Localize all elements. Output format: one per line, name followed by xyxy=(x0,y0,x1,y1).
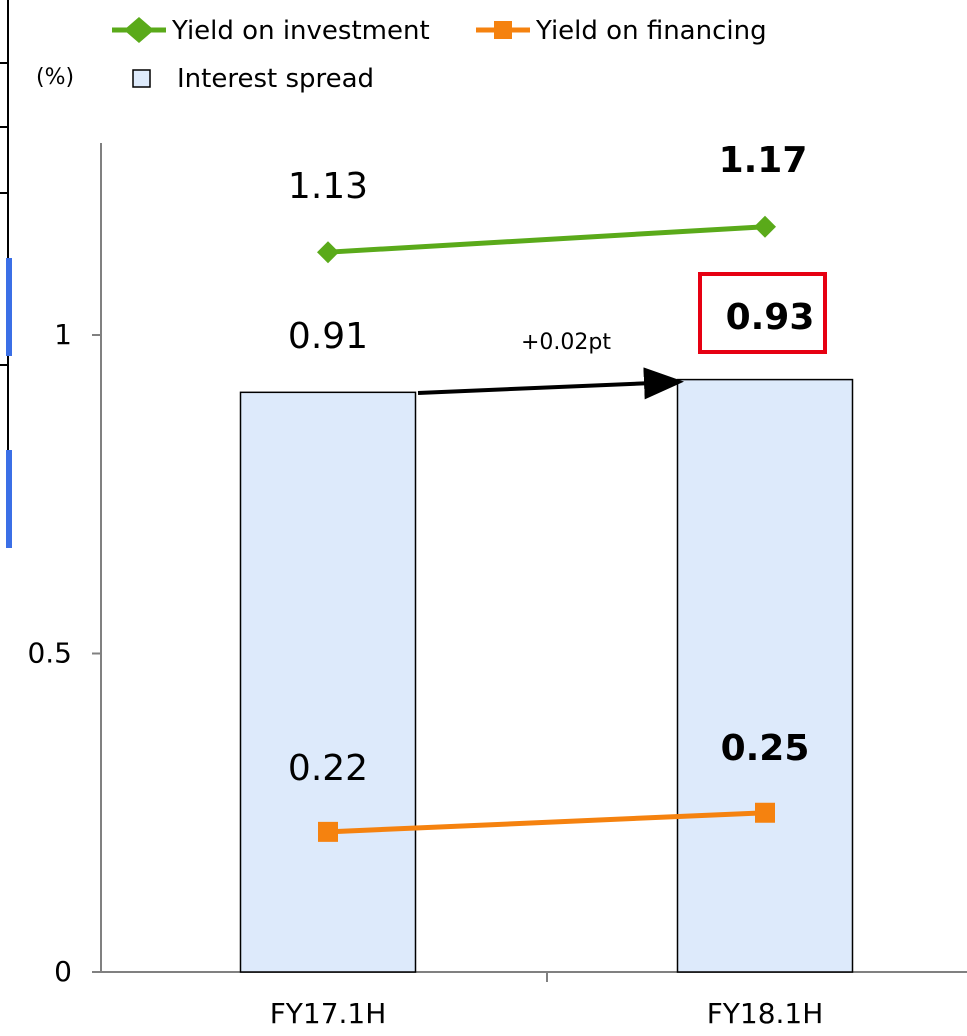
change-label: +0.02pt xyxy=(521,330,611,355)
legend: Yield on investment Yield on financing I… xyxy=(36,16,767,94)
y-tick-label: 0.5 xyxy=(27,637,72,670)
x-tick-label: FY18.1H xyxy=(707,997,824,1030)
line-yield-on-financing xyxy=(327,810,766,835)
legend-label-yield-on-financing: Yield on financing xyxy=(535,16,767,46)
spread-change-annotation: +0.02pt xyxy=(417,330,684,400)
x-axis-tick-labels: FY17.1H FY18.1H xyxy=(270,997,824,1030)
left-edge-fragments xyxy=(0,0,12,548)
data-label: 1.13 xyxy=(288,166,368,207)
x-tick-label: FY17.1H xyxy=(270,997,387,1030)
legend-label-interest-spread: Interest spread xyxy=(177,64,374,94)
bar-interest-spread xyxy=(676,378,854,973)
legend-label-yield-on-investment: Yield on investment xyxy=(171,16,430,46)
y-axis-ticks: 00.51 xyxy=(27,318,548,988)
point-yield-on-financing xyxy=(755,802,775,823)
legend-item-yield-on-financing: Yield on financing xyxy=(476,16,767,46)
bar-series xyxy=(239,378,854,973)
data-label: 0.93 xyxy=(726,297,815,338)
point-yield-on-financing xyxy=(318,821,338,842)
highlight-box xyxy=(698,272,827,354)
data-label: 0.22 xyxy=(288,748,368,789)
line-series xyxy=(317,215,776,842)
data-label: 0.25 xyxy=(721,728,810,769)
change-arrow xyxy=(417,367,684,400)
y-tick-label: 1 xyxy=(54,318,72,351)
line-yield-on-investment xyxy=(327,224,766,255)
legend-item-yield-on-investment: Yield on investment xyxy=(112,16,430,46)
y-axis-unit-label: (%) xyxy=(36,65,74,90)
point-yield-on-investment xyxy=(754,215,776,238)
data-label: 0.91 xyxy=(288,316,368,357)
data-label: 1.17 xyxy=(719,140,808,181)
bar-interest-spread xyxy=(239,391,417,973)
legend-item-interest-spread: Interest spread xyxy=(132,64,374,94)
point-yield-on-investment xyxy=(317,241,339,264)
data-labels: 1.13 1.17 0.91 0.93 0.22 0.25 xyxy=(288,140,827,789)
y-tick-label: 0 xyxy=(54,955,72,988)
